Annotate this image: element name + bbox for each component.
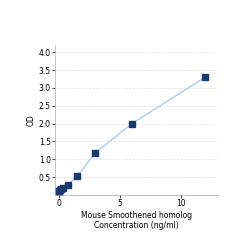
Point [93,151,97,155]
Point [66,183,70,187]
Point [57,189,61,193]
Point [203,75,207,79]
X-axis label: Mouse Smoothened homolog
Concentration (ng/ml): Mouse Smoothened homolog Concentration (… [81,211,192,230]
Point [61,186,65,190]
Point [59,188,63,192]
Point [57,189,61,193]
Point [75,174,79,178]
Point [130,122,134,126]
Y-axis label: OD: OD [27,114,36,126]
Point [58,188,62,192]
